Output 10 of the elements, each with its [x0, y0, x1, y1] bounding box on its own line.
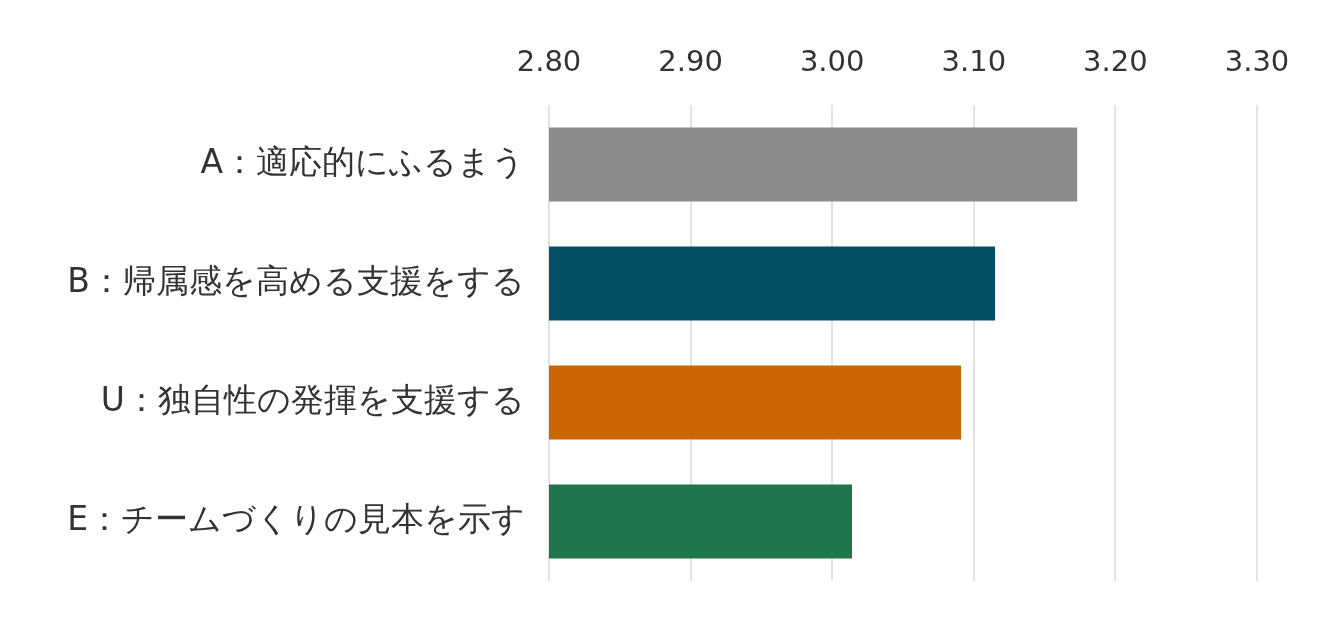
y-tick-label: B：帰属感を高める支援をする: [67, 261, 525, 301]
x-tick-label: 3.00: [799, 44, 865, 79]
y-tick-label: E：チームづくりの見本を示す: [67, 499, 525, 539]
y-tick-label: A：適応的にふるまう: [200, 142, 525, 182]
x-tick-label: 2.90: [658, 44, 723, 79]
x-tick-label: 3.30: [1224, 44, 1290, 79]
x-tick-label: 2.80: [516, 44, 582, 79]
x-tick-label: 3.20: [1083, 44, 1148, 79]
y-tick-label: U：独自性の発揮を支援する: [100, 380, 525, 420]
x-tick-label: 3.10: [941, 44, 1007, 79]
